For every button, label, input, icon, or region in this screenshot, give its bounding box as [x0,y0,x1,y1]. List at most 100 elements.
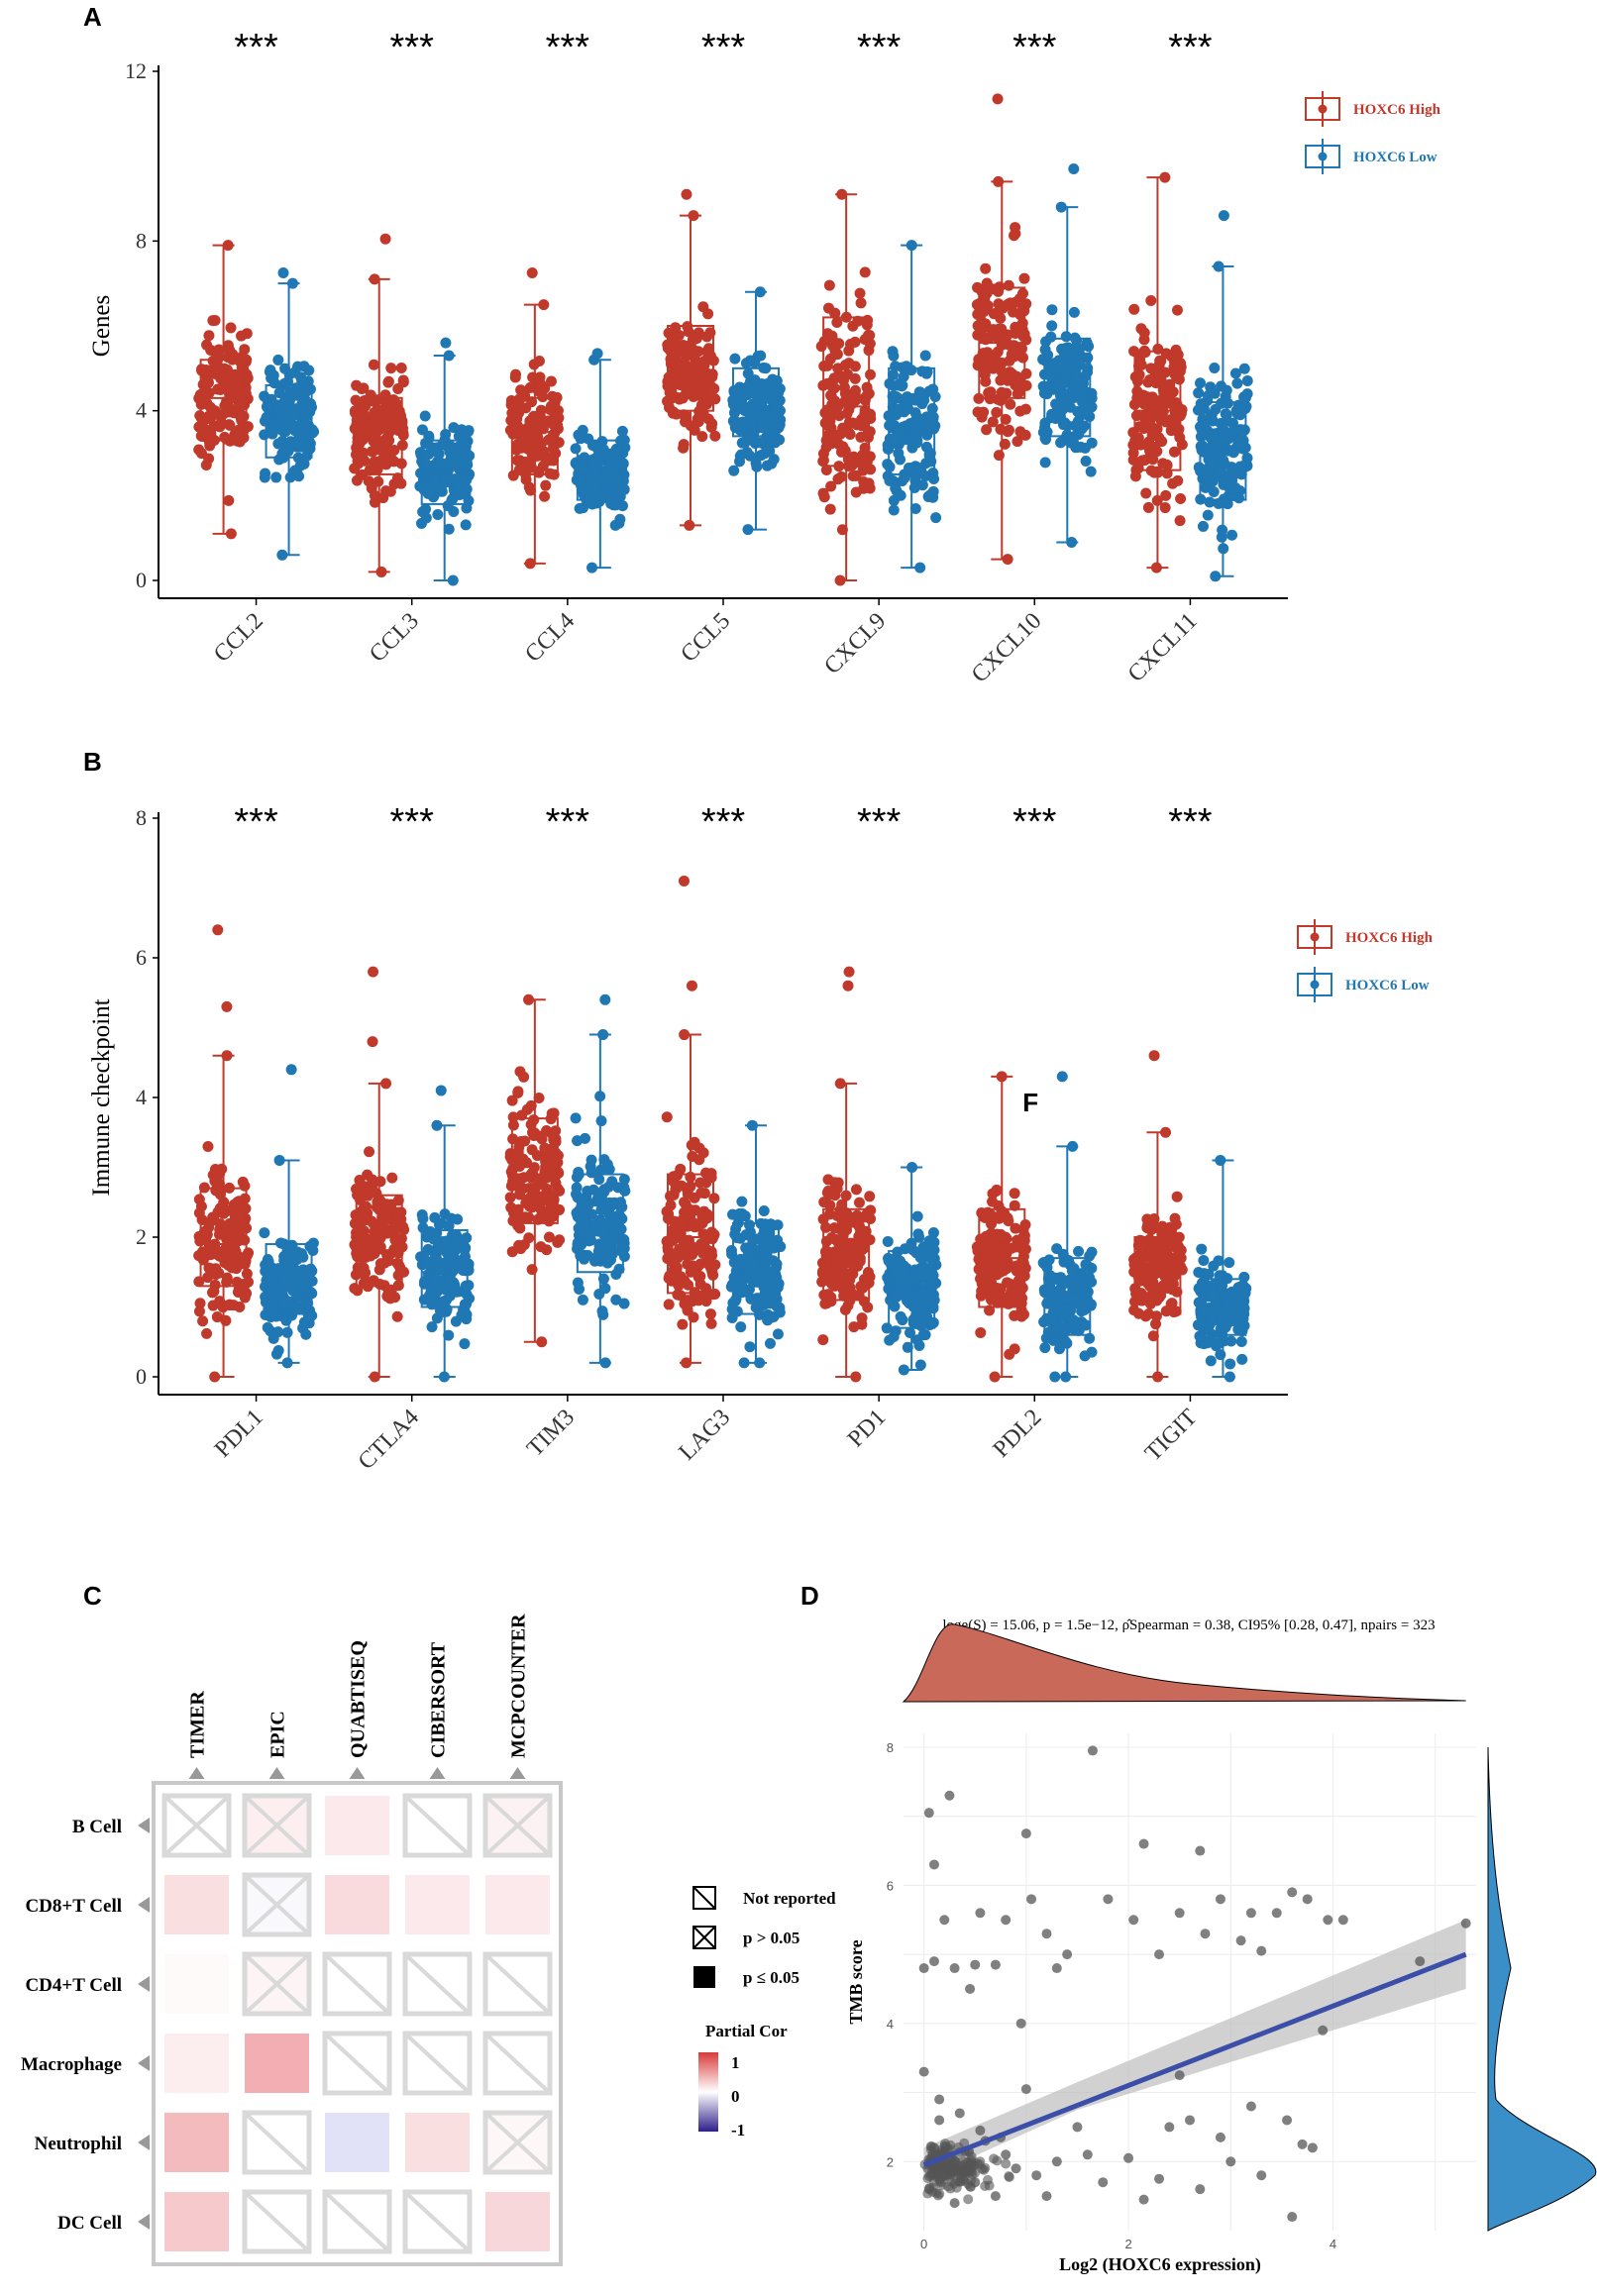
y-tick-label: 4 [887,2017,894,2032]
data-point [418,1278,430,1290]
data-point [1010,228,1021,240]
data-point [820,465,832,476]
data-point [1001,1259,1012,1271]
data-point [507,1215,519,1227]
box-iqr [1199,401,1247,501]
data-point [541,1244,553,1256]
data-point [553,437,565,449]
data-point [687,1260,698,1272]
data-point [204,427,216,439]
data-point [570,443,582,455]
data-point [1000,413,1011,425]
data-point [588,480,600,492]
data-point [443,523,455,535]
data-point [352,1262,364,1274]
data-point [540,1172,552,1184]
data-point [1044,1281,1056,1293]
data-point [204,413,216,425]
data-point [849,372,861,384]
data-point [1001,2158,1011,2169]
data-point [419,410,431,422]
data-point [572,1135,584,1147]
data-point [740,358,752,369]
data-point [1129,470,1141,482]
data-point [678,1220,690,1232]
data-point [855,297,867,309]
data-point [668,1171,680,1183]
data-point [825,480,837,492]
data-point [1009,1188,1020,1200]
data-point [374,1176,386,1188]
data-point [541,1124,553,1136]
panel-label-b: B [83,747,102,777]
data-point [512,1086,524,1097]
data-point [854,1255,866,1267]
data-point [354,1174,366,1186]
data-point [601,1257,613,1269]
data-point [210,1185,222,1197]
data-point [1233,492,1245,504]
data-point [865,368,877,380]
data-point [1208,486,1220,498]
data-point [453,443,465,455]
data-point [286,386,298,398]
data-point [605,498,617,510]
data-point [1132,370,1144,382]
data-point [212,383,224,395]
data-point [987,1196,999,1207]
data-point [1230,405,1242,417]
data-point [594,1238,606,1250]
data-point [210,364,222,375]
x-tick-label: CCL5 [676,608,735,668]
panel-label-a: A [83,2,102,32]
data-point [208,1263,220,1275]
heatmap-cell [485,2192,550,2251]
data-point [582,1249,593,1261]
data-point [224,419,236,431]
data-point [683,387,694,399]
data-point [209,1164,221,1176]
data-point [979,321,991,333]
data-point [520,473,532,485]
box-iqr [420,1228,469,1308]
significance-label: *** [234,27,278,68]
box-iqr [510,1117,559,1224]
data-point [742,380,754,392]
data-point [375,1225,387,1237]
data-point [218,1207,230,1219]
data-point [1082,2149,1093,2160]
data-point [767,373,779,385]
data-point [1041,2191,1052,2202]
data-point [1026,1894,1037,1905]
data-point [1307,2142,1318,2153]
data-point [604,1197,616,1208]
outlier-point [221,1000,233,1012]
data-point [702,308,714,320]
x-tick-label: LAG3 [674,1405,735,1466]
heatmap-column-label: QUABTISEQ [348,1640,370,1758]
data-point [196,1213,208,1225]
legend-key-dot [1310,932,1320,942]
heatmap-column-label: MCPCOUNTER [508,1614,530,1758]
data-point [1005,398,1016,410]
data-point [369,1240,380,1252]
data-point [1232,1303,1244,1314]
data-point [507,1119,519,1131]
data-point [223,1237,235,1249]
data-point [586,1154,597,1166]
data-point [834,428,846,440]
heatmap-row-label: DC Cell [57,2213,122,2234]
data-point [1175,493,1187,505]
data-point [1323,1915,1333,1926]
data-point [924,2171,935,2182]
data-point [533,1194,545,1205]
data-point [854,1238,866,1250]
data-point [667,1215,679,1227]
data-point [1238,363,1250,374]
outlier-point [285,1064,297,1076]
data-point [848,1321,860,1333]
panel-label-c: C [83,1581,102,1611]
data-point [609,445,621,457]
data-point [1075,441,1087,453]
cell-diagonal [483,1952,552,2016]
